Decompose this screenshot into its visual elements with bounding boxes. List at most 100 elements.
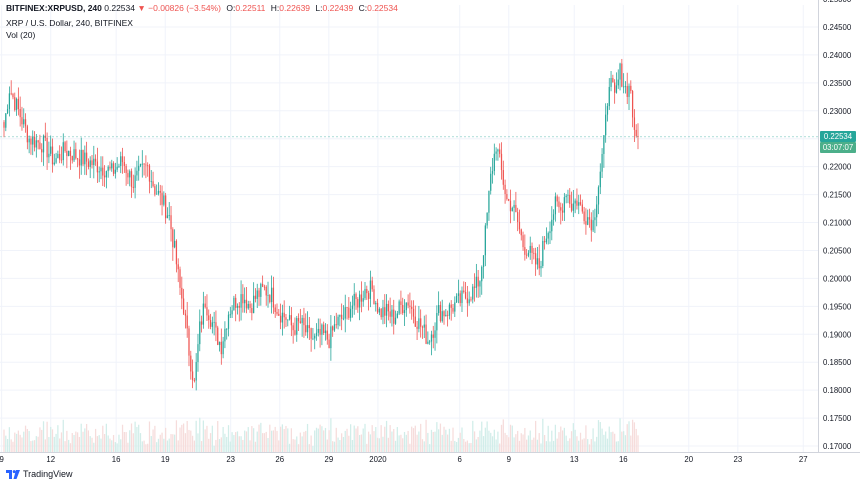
candle-body <box>14 97 16 111</box>
candle-body <box>355 293 357 300</box>
price-tick-label: 0.21500 <box>823 191 852 200</box>
volume-bar <box>590 439 592 452</box>
volume-bar <box>94 428 97 452</box>
volume-bar <box>107 435 109 452</box>
volume-bar <box>362 428 364 452</box>
volume-bar <box>526 439 528 452</box>
volume-bar <box>197 433 199 452</box>
price-axis[interactable]: 0.17000 0.17500 0.18000 0.18500 0.19000 0.195… <box>823 0 852 451</box>
volume-bar <box>610 432 612 452</box>
candle-body <box>253 295 255 314</box>
candle-body <box>37 140 39 143</box>
volume-bar <box>98 435 100 452</box>
tradingview-logo[interactable]: TradingView <box>6 469 73 479</box>
price-tick-label: 0.25000 <box>823 0 852 4</box>
candle-body <box>208 315 210 321</box>
volume-bar <box>84 428 86 452</box>
volume-bar <box>193 440 196 452</box>
volume-bar <box>112 435 115 452</box>
volume-bar <box>87 430 90 452</box>
candle-body <box>93 158 95 166</box>
volume-bar <box>554 424 557 452</box>
volume-bar <box>387 437 389 452</box>
candle-body <box>299 321 301 324</box>
volume-bar <box>229 441 231 452</box>
candle-body <box>211 322 213 327</box>
candle-body <box>420 318 422 327</box>
volume-bar <box>199 417 201 452</box>
time-tick-label: 23 <box>226 455 235 464</box>
symbol-label[interactable]: BITFINEX:XRPUSD, 240 <box>6 3 102 13</box>
volume-bar <box>506 435 508 452</box>
volume-bar <box>195 420 197 452</box>
volume-bar <box>337 437 339 452</box>
candle-body <box>328 339 330 349</box>
candle-body <box>443 311 445 317</box>
volume-bar <box>68 439 70 452</box>
volume-bar <box>317 428 319 452</box>
volume-bar <box>411 426 413 452</box>
candle-body <box>48 153 50 158</box>
volume-bar <box>576 436 578 452</box>
candle-body <box>217 327 219 345</box>
candle-body <box>159 190 161 193</box>
candle-body <box>269 295 271 303</box>
candle-body <box>509 200 512 212</box>
candle-body <box>360 294 363 302</box>
volume-bar <box>204 429 206 452</box>
candle-body <box>102 167 104 176</box>
bar-countdown-tag: 03:07:07 <box>820 142 856 154</box>
volume-bar <box>281 424 284 452</box>
candle-body <box>515 204 517 213</box>
candle-body <box>585 221 587 225</box>
volume-bar <box>102 425 104 452</box>
candle-body <box>446 314 449 316</box>
chart-header: BITFINEX:XRPUSD, 240 0.22534 ▼ −0.00826 … <box>6 3 398 13</box>
candle-body <box>136 170 138 176</box>
candle-body <box>623 86 625 88</box>
volume-bar <box>396 427 398 452</box>
candle-body <box>127 173 129 178</box>
grid-lines <box>0 5 818 452</box>
candle-body <box>226 328 228 330</box>
volume-bar <box>319 424 321 452</box>
volume-bar <box>488 430 490 452</box>
candle-body <box>439 305 442 322</box>
volume-bar <box>294 439 296 452</box>
volume-bar <box>464 441 467 452</box>
volume-bar <box>341 433 343 452</box>
candle-body <box>190 355 192 372</box>
volume-bar <box>238 436 240 452</box>
volume-bar <box>121 424 124 452</box>
volume-bar <box>233 435 235 452</box>
candle-body <box>556 196 558 202</box>
volume-bar <box>244 430 246 452</box>
volume-bar <box>366 443 368 452</box>
candle-body <box>452 307 454 312</box>
volume-bar <box>572 423 574 452</box>
volume-bar <box>254 441 257 452</box>
volume-bar <box>42 421 45 452</box>
candle-body <box>179 269 181 288</box>
candle-body <box>631 90 634 118</box>
last-price-value: 0.22534 <box>104 3 135 13</box>
volume-indicator-label[interactable]: Vol (20) <box>6 30 36 40</box>
tradingview-logo-icon <box>6 469 20 479</box>
series-description[interactable]: XRP / U.S. Dollar, 240, BITFINEX <box>6 18 133 28</box>
candle-body <box>357 299 359 308</box>
candle-body <box>619 63 621 80</box>
volume-bar <box>312 446 314 452</box>
candle-body <box>193 380 196 381</box>
volume-bar <box>181 424 183 452</box>
candle-body <box>157 190 160 194</box>
volume-bar <box>493 429 495 452</box>
volume-bar <box>490 432 492 452</box>
time-axis[interactable]: 9 12 16 19 23 26 29 2020 6 9 13 16 20 23 27 <box>0 455 808 464</box>
volume-bar <box>14 432 16 452</box>
volume-bar <box>547 425 549 452</box>
candle-body <box>200 321 203 325</box>
candle-body <box>502 170 504 185</box>
candle-body <box>499 149 501 154</box>
volume-bar <box>423 441 425 452</box>
